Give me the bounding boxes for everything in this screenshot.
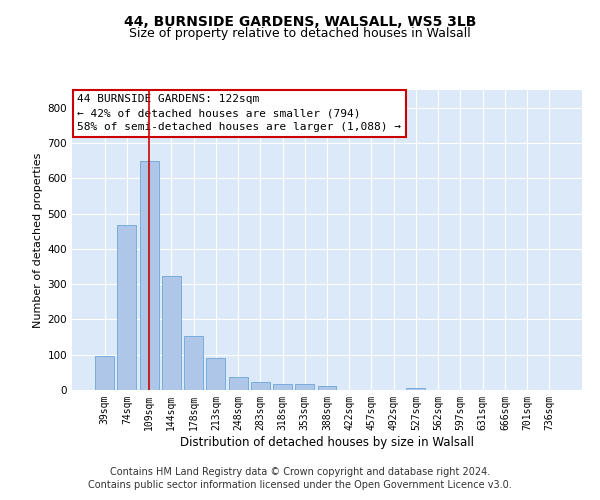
Text: 44, BURNSIDE GARDENS, WALSALL, WS5 3LB: 44, BURNSIDE GARDENS, WALSALL, WS5 3LB [124, 15, 476, 29]
Bar [251, 382, 270, 390]
X-axis label: Distribution of detached houses by size in Walsall: Distribution of detached houses by size … [180, 436, 474, 448]
Bar [95, 356, 114, 390]
Text: Contains HM Land Registry data © Crown copyright and database right 2024.
Contai: Contains HM Land Registry data © Crown c… [88, 467, 512, 490]
Y-axis label: Number of detached properties: Number of detached properties [34, 152, 43, 328]
Bar [295, 384, 314, 390]
Bar [406, 388, 425, 390]
Bar [273, 384, 292, 390]
Bar [229, 376, 248, 390]
Bar [184, 336, 203, 390]
Bar [140, 162, 158, 390]
Text: Size of property relative to detached houses in Walsall: Size of property relative to detached ho… [129, 28, 471, 40]
Bar [118, 225, 136, 390]
Bar [162, 276, 181, 390]
Bar [317, 386, 337, 390]
Bar [206, 358, 225, 390]
Text: 44 BURNSIDE GARDENS: 122sqm
← 42% of detached houses are smaller (794)
58% of se: 44 BURNSIDE GARDENS: 122sqm ← 42% of det… [77, 94, 401, 132]
